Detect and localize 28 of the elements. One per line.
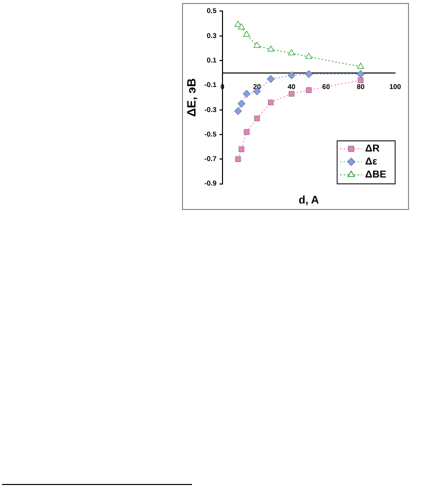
point xyxy=(268,100,274,106)
x-axis-title: d, A xyxy=(298,194,320,206)
legend-label: ΔR xyxy=(365,144,380,155)
point xyxy=(358,77,364,84)
point xyxy=(234,107,242,115)
point xyxy=(244,129,250,135)
point xyxy=(234,20,242,27)
point xyxy=(356,70,365,78)
point xyxy=(238,100,246,108)
point xyxy=(267,46,274,52)
point xyxy=(288,71,296,80)
point xyxy=(254,42,260,48)
point xyxy=(357,62,364,69)
point xyxy=(238,23,245,30)
point xyxy=(238,146,244,152)
point xyxy=(243,30,250,37)
point xyxy=(304,70,313,78)
y-axis-title: ΔE, эВ xyxy=(184,78,199,117)
legend-label: Δε xyxy=(365,156,378,168)
point xyxy=(288,49,295,56)
point xyxy=(305,52,312,59)
point xyxy=(266,75,275,83)
legend-label: ΔBE xyxy=(365,170,387,181)
point xyxy=(254,116,260,122)
point xyxy=(242,90,251,98)
point xyxy=(235,156,241,162)
point xyxy=(306,87,312,93)
point xyxy=(288,90,294,97)
